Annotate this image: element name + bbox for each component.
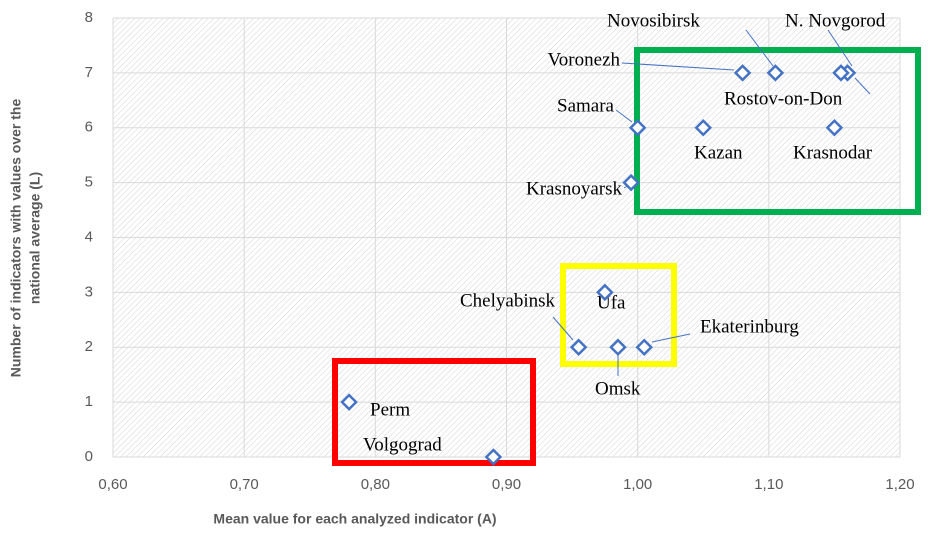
point-label: Voronezh [548, 49, 621, 70]
point-label: Volgograd [363, 434, 442, 455]
point [825, 118, 844, 137]
y-axis-title: national average (L) [27, 172, 43, 304]
x-tick-label: 0,60 [98, 476, 127, 493]
point [569, 338, 588, 357]
x-tick-label: 1,20 [885, 476, 914, 493]
point [628, 118, 647, 137]
y-tick-label: 1 [85, 393, 93, 410]
leader-line [745, 29, 774, 67]
y-tick-label: 3 [85, 283, 93, 300]
y-tick-label: 6 [85, 119, 93, 136]
leader-line [621, 62, 735, 71]
point-label: N. Novgorod [785, 10, 886, 31]
point-label: Rostov-on-Don [724, 88, 843, 109]
y-tick-label: 7 [85, 64, 93, 81]
x-axis-title: Mean value for each analyzed indicator (… [213, 511, 496, 527]
point [596, 283, 614, 302]
point-label: Omsk [595, 378, 641, 399]
x-tick-label: 0,90 [492, 476, 521, 493]
point-label: Perm [370, 399, 410, 420]
leader-line [827, 29, 853, 67]
leader-line [854, 77, 871, 95]
y-tick-label: 0 [85, 448, 93, 465]
point [694, 118, 713, 137]
leader-line [615, 109, 633, 123]
point-label: Chelyabinsk [460, 290, 555, 311]
leader-line [651, 333, 691, 343]
point [484, 448, 503, 466]
point [340, 393, 358, 411]
point-label: Kazan [694, 142, 743, 163]
point [766, 64, 785, 82]
x-tick-label: 0,70 [230, 476, 259, 493]
y-tick-label: 4 [85, 228, 93, 245]
point [609, 338, 627, 357]
point-label: Krasnodar [793, 142, 873, 163]
leader-line [552, 316, 574, 341]
y-tick-label: 2 [85, 338, 93, 355]
point [635, 338, 653, 357]
point-label: Ekaterinburg [700, 316, 799, 337]
point-label: Krasnoyarsk [526, 178, 623, 199]
point-label: Samara [557, 95, 615, 116]
y-tick-label: 5 [85, 174, 93, 191]
y-axis-title: Number of indicators with values over th… [8, 99, 24, 378]
point [622, 173, 640, 192]
red-box [332, 358, 536, 466]
point-label: Novosibirsk [607, 10, 700, 31]
point [832, 64, 850, 82]
x-tick-label: 1,00 [623, 476, 652, 493]
x-tick-label: 1,10 [754, 476, 783, 493]
point [733, 64, 752, 82]
x-tick-label: 0,80 [361, 476, 390, 493]
y-tick-label: 8 [85, 9, 93, 26]
